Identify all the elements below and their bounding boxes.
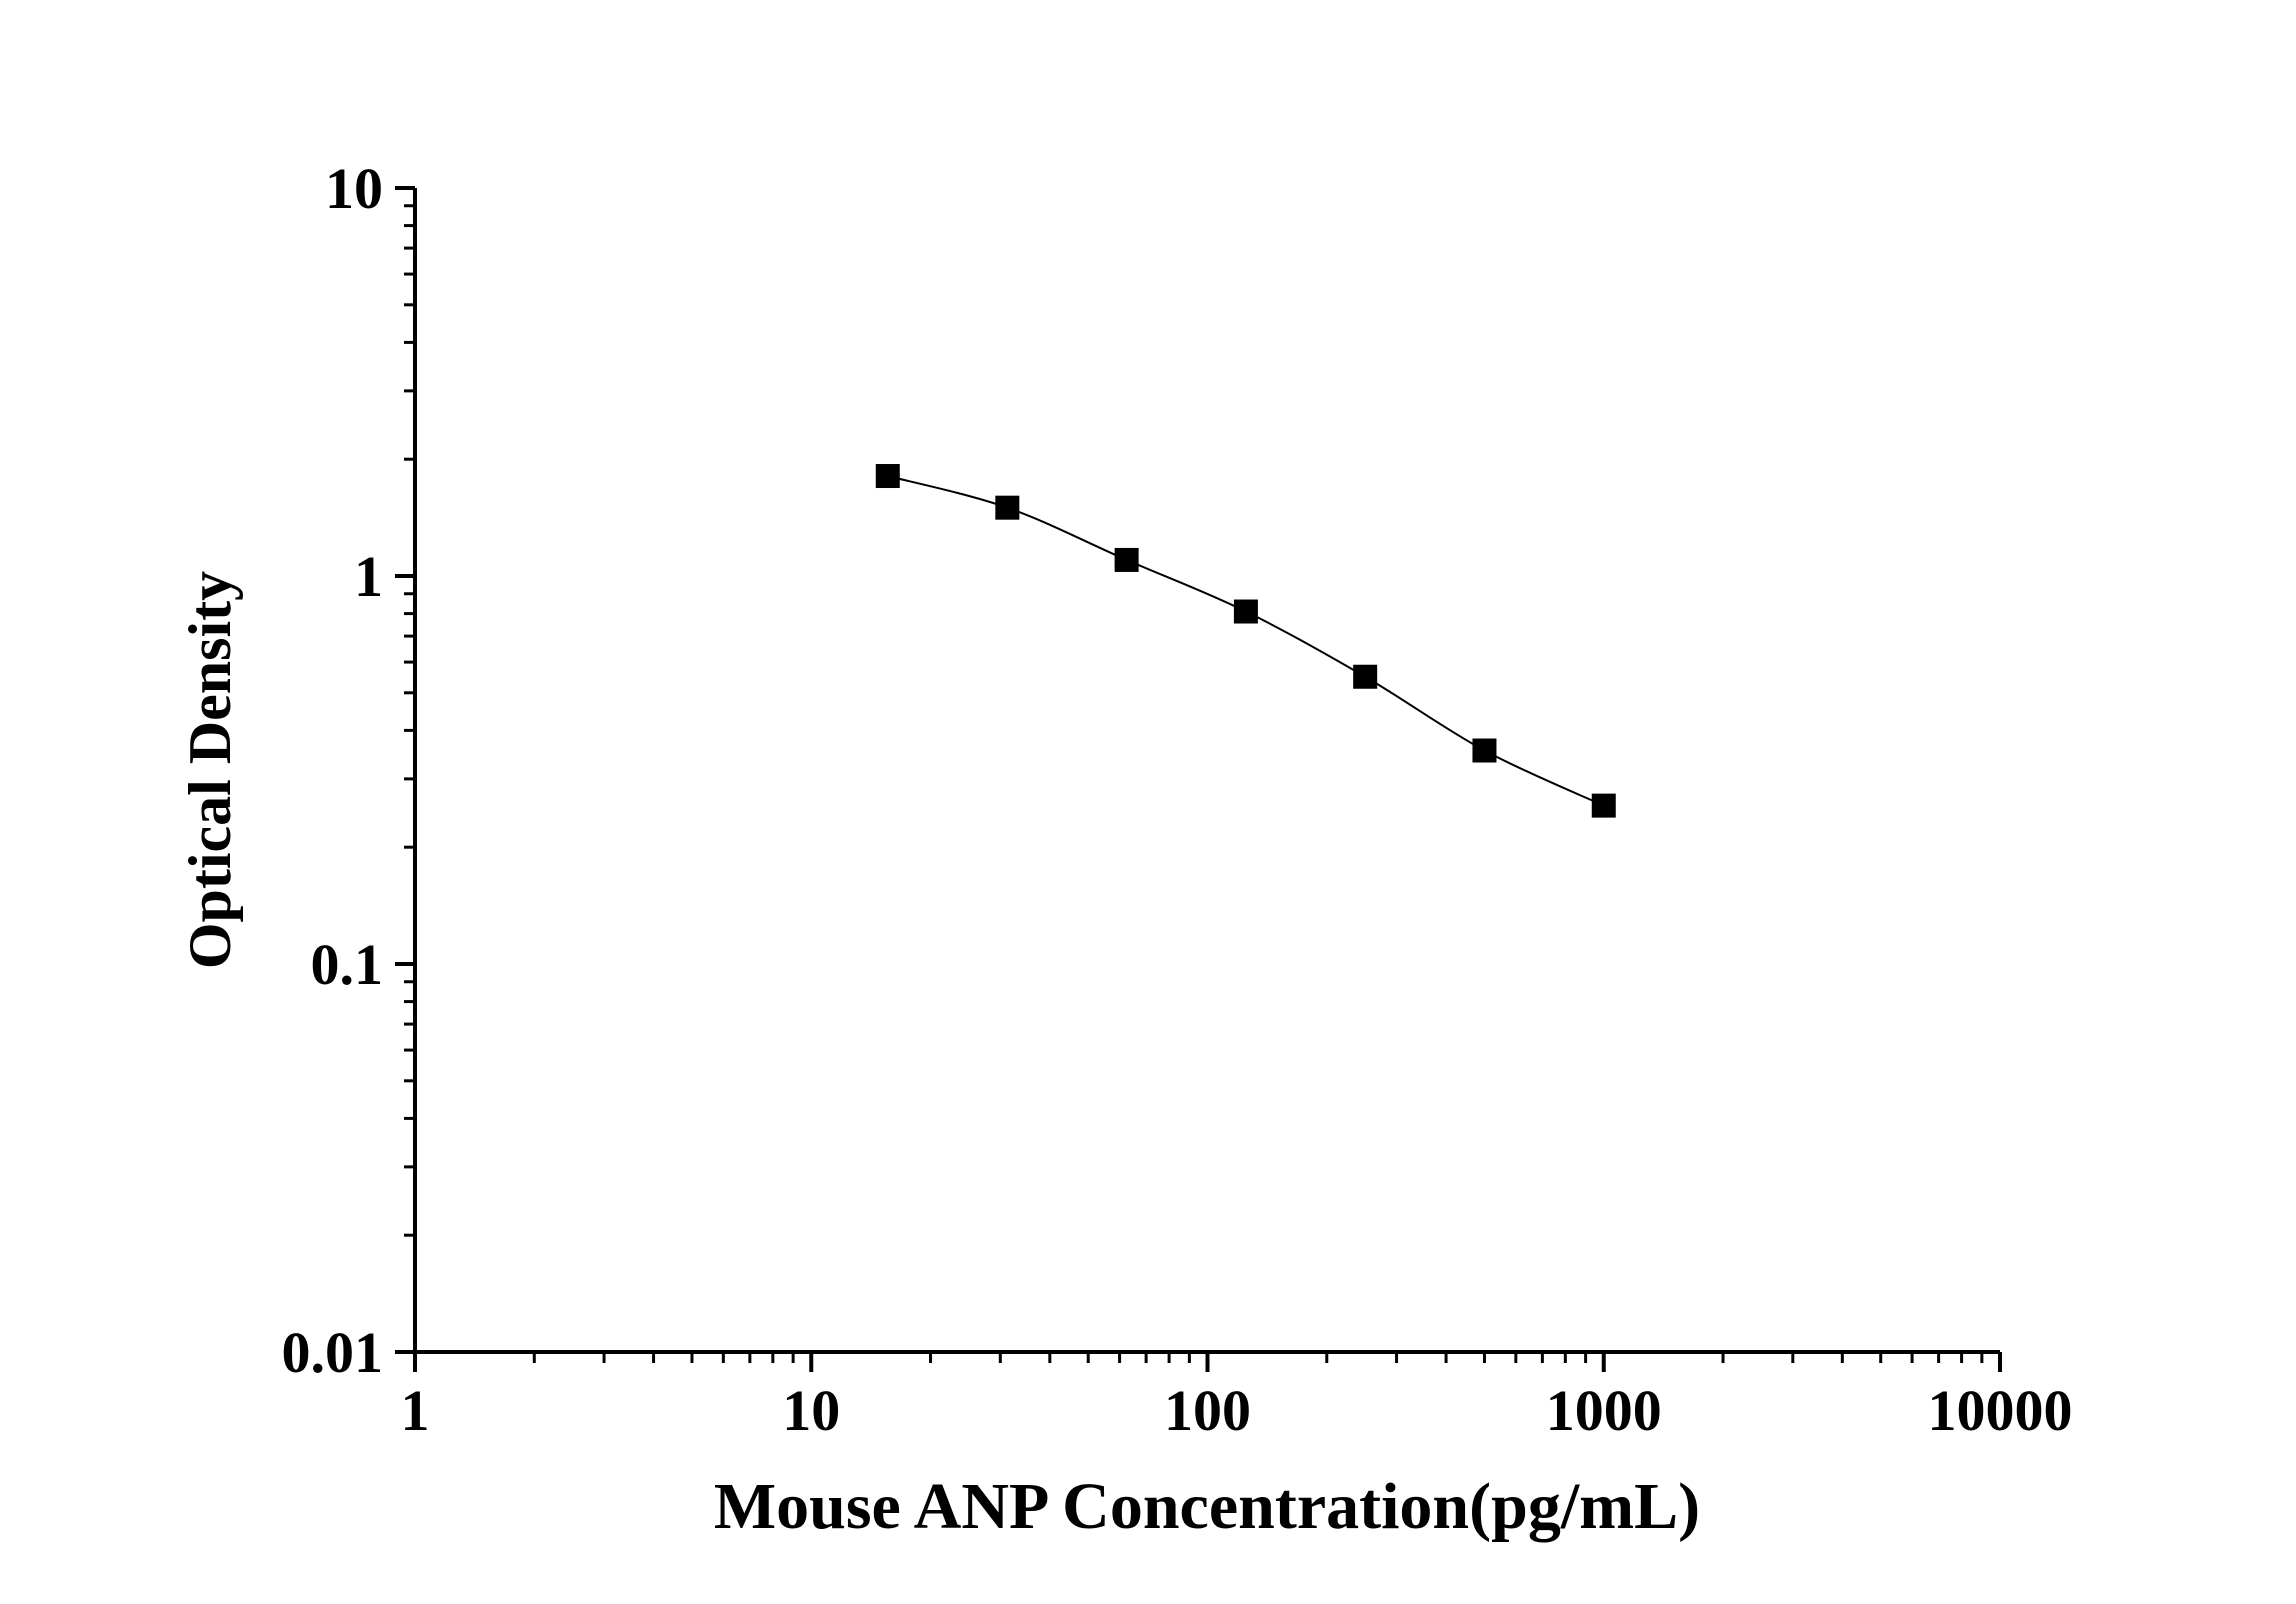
x-tick-label: 10	[782, 1378, 840, 1443]
y-axis-label: Optical Density	[177, 571, 243, 969]
x-axis-label: Mouse ANP Concentration(pg/mL)	[714, 1470, 1700, 1543]
data-point	[995, 495, 1020, 520]
x-tick-label: 1000	[1546, 1378, 1662, 1443]
x-tick-label: 1	[401, 1378, 430, 1443]
x-tick-label: 100	[1164, 1378, 1251, 1443]
data-point	[1353, 664, 1378, 689]
data-points	[875, 464, 1616, 818]
y-tick-label: 10	[325, 156, 383, 221]
data-point	[1472, 738, 1497, 763]
data-point	[1114, 547, 1139, 572]
tick-labels: 1 10 100 1000 10000 0.01 0.1 1 10	[282, 156, 2073, 1443]
data-point	[1233, 599, 1258, 624]
y-tick-label: 0.1	[311, 932, 384, 997]
data-point	[875, 464, 900, 489]
y-tick-label: 1	[354, 544, 383, 609]
x-tick-label: 10000	[1928, 1378, 2073, 1443]
data-point	[1591, 793, 1616, 818]
y-tick-label: 0.01	[282, 1320, 384, 1385]
axes	[395, 186, 2002, 1372]
